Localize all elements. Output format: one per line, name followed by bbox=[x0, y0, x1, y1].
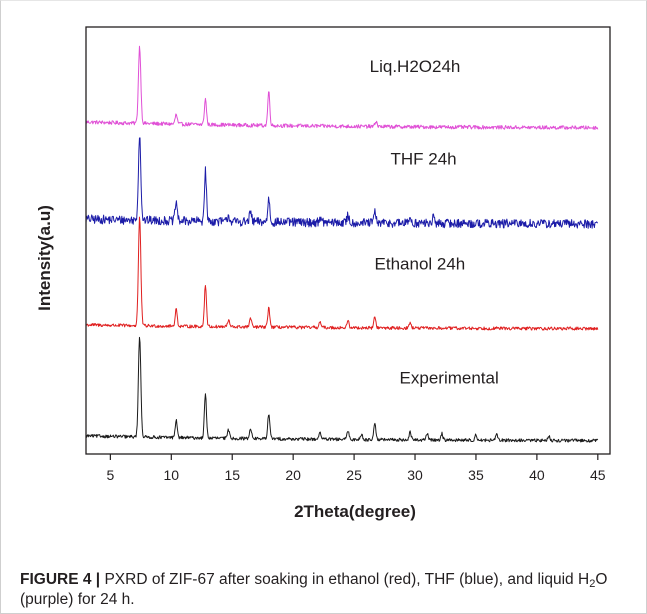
series-line-experimental bbox=[85, 336, 599, 443]
x-tick-label: 40 bbox=[529, 467, 545, 483]
x-tick-label: 20 bbox=[285, 467, 301, 483]
caption-text-1: PXRD of ZIF-67 after soaking in ethanol … bbox=[100, 571, 590, 588]
series-annotation: Liq.H2O24h bbox=[370, 57, 461, 76]
series-line-liq-h2o24h bbox=[85, 45, 599, 131]
series-annotations: Liq.H2O24h THF 24h Ethanol 24h Experimental bbox=[370, 57, 499, 388]
series-annotation: Ethanol 24h bbox=[375, 254, 466, 273]
series-line-ethanol-24h bbox=[85, 216, 599, 331]
pxrd-chart: 5 10 15 20 25 30 35 40 45 Liq.H2O24h THF 24h Ethan… bbox=[35, 26, 611, 521]
figure-caption: FIGURE 4 | PXRD of ZIF-67 after soaking … bbox=[20, 570, 630, 610]
series-annotation: Experimental bbox=[400, 369, 499, 388]
plot-area-frame bbox=[85, 26, 611, 455]
y-axis-label: Intensity(a.u) bbox=[35, 205, 54, 311]
x-tick-label: 10 bbox=[164, 467, 180, 483]
x-axis-ticks: 5 10 15 20 25 30 35 40 45 bbox=[106, 454, 606, 483]
x-tick-label: 15 bbox=[224, 467, 240, 483]
x-tick-label: 25 bbox=[346, 467, 362, 483]
x-tick-label: 35 bbox=[468, 467, 484, 483]
caption-label: FIGURE 4 | bbox=[20, 571, 101, 588]
x-tick-label: 5 bbox=[106, 467, 114, 483]
series-annotation: THF 24h bbox=[390, 150, 456, 169]
x-axis-label: 2Theta(degree) bbox=[294, 502, 416, 521]
series-layer bbox=[85, 45, 599, 443]
caption-subscript: 2 bbox=[589, 578, 596, 590]
x-tick-label: 45 bbox=[590, 467, 606, 483]
x-tick-label: 30 bbox=[407, 467, 423, 483]
series-line-thf-24h bbox=[85, 137, 598, 229]
caption-text-2: O (purple) for 24 h. bbox=[20, 571, 608, 608]
